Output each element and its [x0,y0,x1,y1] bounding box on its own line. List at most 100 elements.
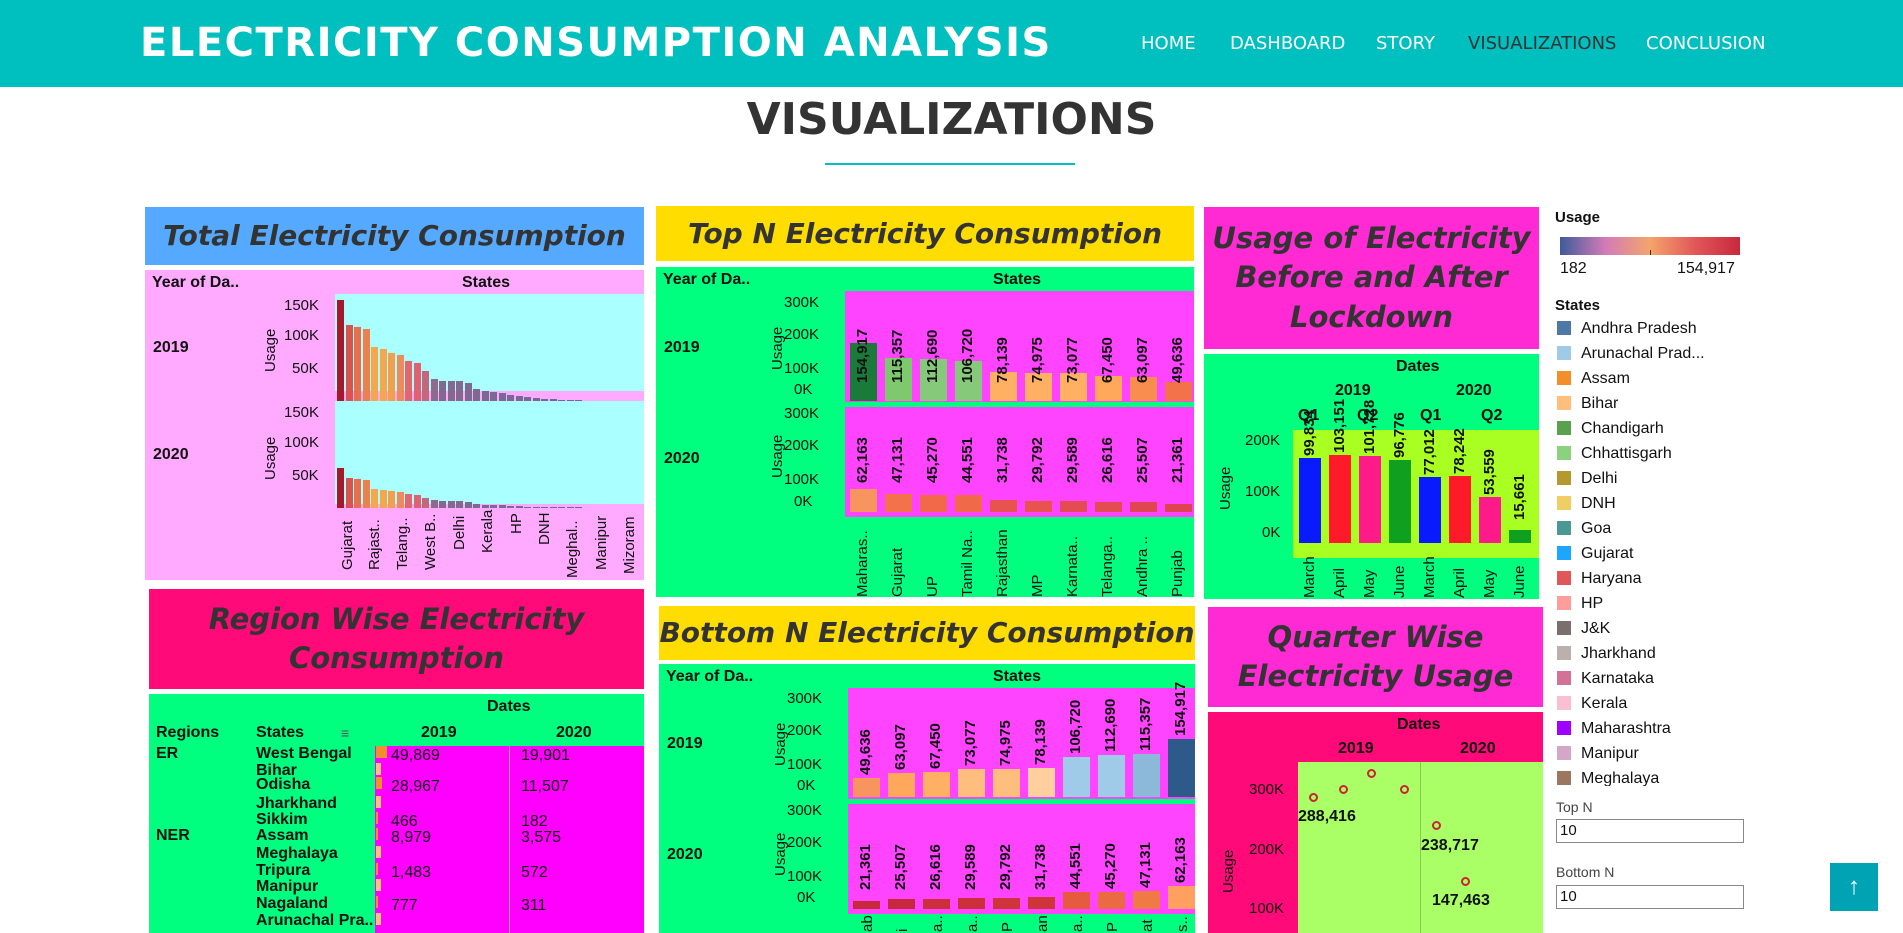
bar-2020 [439,501,447,508]
month-bar [1449,476,1471,543]
legend-item[interactable]: J&K [1557,620,1610,638]
y-axis-label: Usage [262,436,279,480]
bottomn-input[interactable]: 10 [1556,885,1744,909]
legend-swatch [1557,346,1571,360]
legend-item[interactable]: Gujarat [1557,545,1633,563]
tick-label: 200K [1249,841,1285,858]
header-year: Year of Da.. [152,274,240,291]
header-year: Year of Da.. [663,271,751,288]
point-label: 288,416 [1298,808,1356,825]
topn-input[interactable]: 10 [1556,819,1744,843]
nav-home-link[interactable]: HOME [1141,33,1196,54]
legend-item[interactable]: Assam [1557,370,1630,388]
bar-2020 [337,468,345,508]
bar-2020 [955,495,982,512]
data-label: 115,357 [889,329,906,383]
year-2020-label: 2020 [556,724,592,741]
bar-2020 [345,478,353,508]
legend-swatch [1557,471,1571,485]
legend-item[interactable]: Bihar [1557,395,1618,413]
x-tick-label: Meghal.. [564,520,581,578]
legend-item[interactable]: Arunachal Prad... [1557,345,1705,363]
data-label: 26,616 [927,844,944,890]
tick-label: 0K [794,381,813,398]
bar-2019 [430,379,438,401]
value-2019: 1,483 [391,864,432,881]
usage-min-label: 182 [1560,260,1587,277]
data-label: 78,139 [994,337,1011,383]
x-tick-label: Delhi [451,515,468,550]
legend-item[interactable]: Manipur [1557,745,1639,763]
bar-2019 [371,347,379,401]
data-label: 74,975 [1029,337,1046,383]
legend-item[interactable]: Delhi [1557,470,1617,488]
data-label: 96,776 [1391,412,1408,459]
legend-item[interactable]: Haryana [1557,570,1641,588]
tick-label: 200K [1245,432,1281,449]
legend-item[interactable]: HP [1557,595,1603,613]
legend-item[interactable]: DNH [1557,495,1616,513]
nav-visualizations-link[interactable]: VISUALIZATIONS [1468,33,1617,54]
quarter-label: Q1 [1298,407,1320,424]
bar-2019 [1168,738,1195,797]
bar-2019 [337,300,345,401]
legend-item[interactable]: Kerala [1557,695,1627,713]
month-label: March [1421,556,1438,598]
legend-item[interactable]: Jharkhand [1557,645,1656,663]
legend-item[interactable]: Andhra Pradesh [1557,320,1697,338]
y-axis-label: Usage [1217,466,1234,510]
states-legend-list[interactable]: Andhra Pradesh Arunachal Prad... Assam Biha… [1555,320,1760,786]
value-2019: 777 [391,897,418,914]
x-tick-label: MP [1029,574,1046,598]
panel-region-table [149,694,644,933]
bar-2019 [1098,754,1125,797]
bar-2019 [345,325,353,401]
tick-label: 150K [284,297,320,314]
data-label: 29,589 [962,844,979,890]
nav-conclusion-link[interactable]: CONCLUSION [1646,33,1766,54]
legend-item[interactable]: Maharashtra [1557,720,1671,738]
x-tick-label: an [1034,915,1051,932]
bar-2020 [958,897,985,909]
month-bar [1419,477,1441,543]
month-bar [1389,460,1411,543]
nav-dashboard-link[interactable]: DASHBOARD [1230,33,1346,54]
nav-story-link[interactable]: STORY [1376,33,1435,54]
x-tick-label: Manipur [593,515,610,570]
legend-swatch [1557,571,1571,585]
bar-2019 [447,381,455,401]
data-label: 67,450 [927,722,944,769]
tick-label: 100K [284,327,320,344]
legend-item[interactable]: Karnataka [1557,670,1654,688]
header-dates: Dates [1396,358,1440,375]
value-2020: 11,507 [521,778,569,795]
tick-label: 200K [787,834,823,851]
scroll-to-top-button[interactable]: ↑ [1830,863,1878,911]
bar-2020 [1165,503,1192,512]
site-brand[interactable]: ELECTRICITY CONSUMPTION ANALYSIS [140,20,1052,66]
states-legend-title: States [1555,297,1601,314]
data-label: 26,616 [1099,437,1116,483]
legend-item[interactable]: Chandigarh [1557,420,1664,438]
month-label: April [1331,567,1348,598]
col-regions: Regions [156,724,220,741]
sort-icon[interactable]: ≡ [341,725,350,741]
legend-swatch [1557,621,1571,635]
bar-2020 [1063,892,1090,909]
quarter-label: Q2 [1357,407,1379,424]
legend-item[interactable]: Goa [1557,520,1611,538]
x-tick-label: Punjab [1169,550,1186,597]
x-tick-label: Kerala [479,509,496,553]
data-point [1309,793,1318,802]
legend-item[interactable]: Meghalaya [1557,770,1659,786]
data-label: 63,097 [892,724,909,771]
state-label: Meghalaya [256,845,338,862]
data-label: 21,361 [1169,437,1186,483]
bar-2020 [371,489,379,508]
tick-label: 300K [787,690,823,707]
data-label: 29,792 [997,844,1014,890]
legend-item[interactable]: Chhattisgarh [1557,445,1672,463]
legend-label: Chandigarh [1581,420,1664,437]
x-tick-label: DNH [536,512,553,546]
bar-2019 [1025,372,1052,401]
